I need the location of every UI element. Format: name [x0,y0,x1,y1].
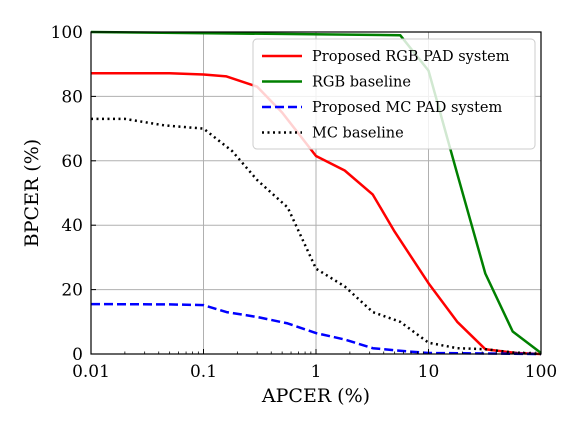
series-line-1 [90,30,542,354]
y-tick-label: 40 [61,216,83,236]
legend-box [252,38,536,150]
y-axis-label: BPCER (%) [21,139,43,247]
legend-label: Proposed RGB PAD system [312,49,510,65]
legend: Proposed RGB PAD system RGB baseline Propo… [252,38,536,150]
axis-ticks: 0.01 0.1 1 10 100 0 20 40 60 80 100 [51,23,558,382]
x-tick-label: 0.01 [72,362,110,382]
x-tick-label: 100 [525,362,557,382]
x-tick-label: 10 [418,362,440,382]
legend-label: RGB baseline [312,75,411,91]
series-line-3 [91,117,542,356]
plot-series [90,30,542,356]
x-tick-label: 1 [311,362,322,382]
series-line-0 [91,71,542,356]
y-tick-label: 20 [61,281,83,301]
y-tick-label: 0 [72,345,83,365]
x-axis-label: APCER (%) [261,385,370,407]
y-tick-label: 60 [61,152,83,172]
y-tick-label: 100 [51,23,83,43]
legend-label: MC baseline [312,126,404,142]
legend-label: Proposed MC PAD system [312,100,503,116]
y-tick-label: 80 [61,87,83,107]
x-tick-label: 0.1 [190,362,217,382]
series-line-2 [90,302,542,356]
